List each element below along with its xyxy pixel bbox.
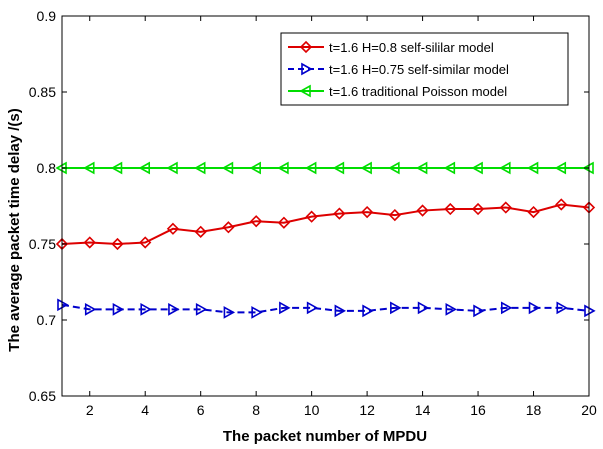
series-1-point bbox=[388, 208, 401, 222]
series-2-point bbox=[556, 301, 568, 315]
series-1-point bbox=[527, 205, 540, 219]
series-1-point bbox=[111, 237, 124, 251]
series-2-point bbox=[223, 306, 236, 319]
series-2-point bbox=[473, 304, 485, 318]
x-tick-label: 8 bbox=[252, 402, 260, 418]
series-1-point bbox=[139, 236, 152, 249]
x-tick-label: 12 bbox=[359, 402, 375, 418]
legend-entry-1: t=1.6 H=0.8 self-sililar model bbox=[288, 40, 494, 55]
series-2-point bbox=[500, 301, 513, 315]
legend-entry-2: t=1.6 H=0.75 self-similar model bbox=[288, 62, 509, 77]
series-3-point bbox=[83, 161, 95, 175]
x-tick-label: 20 bbox=[581, 402, 597, 418]
plot-frame bbox=[61, 15, 590, 397]
series-1-point bbox=[250, 215, 263, 228]
y-tick-label: 0.9 bbox=[37, 8, 57, 24]
series-2-point bbox=[334, 304, 347, 318]
series-1-point bbox=[222, 221, 235, 234]
series-1-point bbox=[471, 202, 485, 216]
legend-label: t=1.6 traditional Poisson model bbox=[329, 84, 507, 99]
series-1 bbox=[55, 198, 596, 251]
series-3-point bbox=[166, 161, 178, 175]
series-2-point bbox=[84, 303, 97, 316]
series-3-point bbox=[554, 161, 567, 175]
y-tick-label: 0.85 bbox=[29, 84, 56, 100]
axes: 2 4 6 8 10 12 14 16 18 20 0.65 0.7 0.75 0.8 0.85 0.9 bbox=[29, 8, 597, 418]
series-1-point bbox=[277, 216, 291, 229]
series-3-point bbox=[332, 161, 345, 175]
series-3-point bbox=[360, 161, 372, 175]
series-1-point bbox=[444, 202, 457, 216]
series-2-point bbox=[251, 306, 263, 319]
series-3-point bbox=[221, 161, 234, 175]
series-3-point bbox=[526, 161, 539, 175]
legend: t=1.6 H=0.8 self-sililar model t=1.6 H=0.… bbox=[280, 32, 569, 106]
series-2 bbox=[57, 298, 596, 319]
legend-marker bbox=[299, 40, 313, 54]
legend-marker bbox=[299, 84, 311, 98]
x-axis-label: The packet number of MPDU bbox=[223, 428, 427, 445]
x-tick-label: 6 bbox=[197, 402, 205, 418]
series-2-point bbox=[112, 303, 125, 316]
x-tick-label: 16 bbox=[470, 402, 486, 418]
series-2-point bbox=[390, 301, 402, 315]
series-3-point bbox=[415, 161, 428, 175]
x-tick-label: 4 bbox=[141, 402, 149, 418]
plot-area bbox=[55, 161, 596, 319]
series-2-point bbox=[445, 303, 457, 316]
series-3-point bbox=[110, 161, 123, 175]
series-2-point bbox=[279, 301, 291, 315]
legend-box bbox=[280, 32, 569, 106]
series-3-point bbox=[138, 161, 151, 175]
series-2-point bbox=[195, 303, 208, 316]
series-3-point bbox=[194, 161, 206, 175]
legend-label: t=1.6 H=0.75 self-similar model bbox=[329, 62, 509, 77]
legend-marker bbox=[301, 62, 313, 76]
series-2-point bbox=[528, 301, 541, 315]
y-tick-label: 0.75 bbox=[29, 236, 56, 252]
y-tick-label: 0.8 bbox=[37, 160, 57, 176]
series-1-point bbox=[333, 207, 346, 220]
series-2-point bbox=[362, 304, 374, 318]
series-1-point bbox=[194, 225, 207, 238]
series-3-point bbox=[304, 161, 317, 175]
legend-label: t=1.6 H=0.8 self-sililar model bbox=[329, 40, 494, 55]
x-tick-label: 18 bbox=[526, 402, 542, 418]
series-2-point bbox=[417, 301, 430, 315]
y-tick-label: 0.7 bbox=[37, 312, 57, 328]
series-2-point bbox=[140, 303, 152, 316]
series-3-point bbox=[499, 161, 511, 175]
series-1-point bbox=[360, 205, 374, 219]
series-2-point bbox=[306, 301, 319, 315]
series-1-point bbox=[416, 204, 429, 217]
series-1-point bbox=[166, 222, 180, 235]
series-1-point bbox=[499, 201, 512, 214]
series-3-point bbox=[443, 161, 456, 175]
x-tick-label: 2 bbox=[86, 402, 94, 418]
y-tick-label: 0.65 bbox=[29, 388, 56, 404]
series-3-point bbox=[388, 161, 400, 175]
series-1-point bbox=[555, 198, 568, 211]
series-2-point bbox=[168, 303, 180, 316]
series-3-point bbox=[277, 161, 289, 175]
series-1-point bbox=[305, 210, 318, 223]
x-tick-label: 14 bbox=[415, 402, 431, 418]
series-1-point bbox=[83, 236, 96, 249]
series-3-point bbox=[471, 161, 483, 175]
x-tick-label: 10 bbox=[304, 402, 320, 418]
legend-entry-3: t=1.6 traditional Poisson model bbox=[288, 84, 507, 99]
series-3-point bbox=[249, 161, 261, 175]
y-axis-label: The average packet time delay /(s) bbox=[6, 108, 23, 351]
